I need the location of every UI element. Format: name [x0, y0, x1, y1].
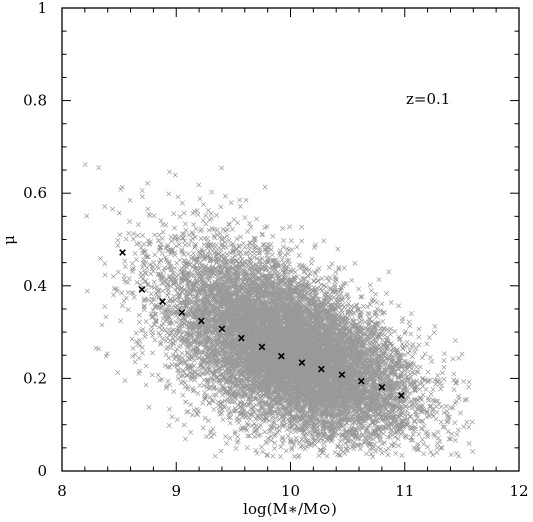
median-point — [138, 286, 146, 293]
median-point — [317, 365, 325, 373]
redshift-annotation: z=0.1 — [406, 90, 450, 108]
median-point — [119, 249, 126, 256]
median-point — [218, 325, 226, 333]
median-point — [258, 343, 266, 351]
y-tick-label: 0 — [37, 462, 47, 480]
x-axis-label: log(M∗/M⊙) — [243, 500, 337, 518]
median-point — [277, 352, 285, 360]
axis-ticks — [61, 7, 520, 472]
median-point — [397, 392, 405, 399]
median-point — [198, 317, 205, 325]
y-tick-label: 0.2 — [23, 369, 47, 387]
y-tick-label: 1 — [37, 0, 47, 17]
x-tick-label: 12 — [509, 482, 528, 500]
y-tick-label: 0.6 — [23, 184, 47, 202]
x-tick-label: 8 — [57, 482, 67, 500]
scatter-points — [82, 162, 476, 460]
median-point — [159, 298, 166, 305]
y-tick-labels: 0 0.2 0.4 0.6 0.8 1 — [23, 0, 47, 480]
x-tick-labels: 8 9 10 11 12 — [57, 482, 528, 500]
median-series — [119, 249, 405, 399]
median-point — [298, 359, 306, 367]
y-axis-label: μ — [0, 235, 18, 245]
median-point — [378, 383, 386, 391]
x-tick-label: 9 — [171, 482, 181, 500]
median-point — [178, 309, 186, 317]
y-tick-label: 0.8 — [23, 92, 47, 110]
median-point — [338, 371, 346, 379]
median-point — [357, 377, 365, 385]
median-point — [238, 334, 245, 342]
scatter-cloud — [82, 162, 476, 460]
y-tick-label: 0.4 — [23, 277, 47, 295]
x-tick-label: 10 — [281, 482, 300, 500]
x-tick-label: 11 — [395, 482, 414, 500]
